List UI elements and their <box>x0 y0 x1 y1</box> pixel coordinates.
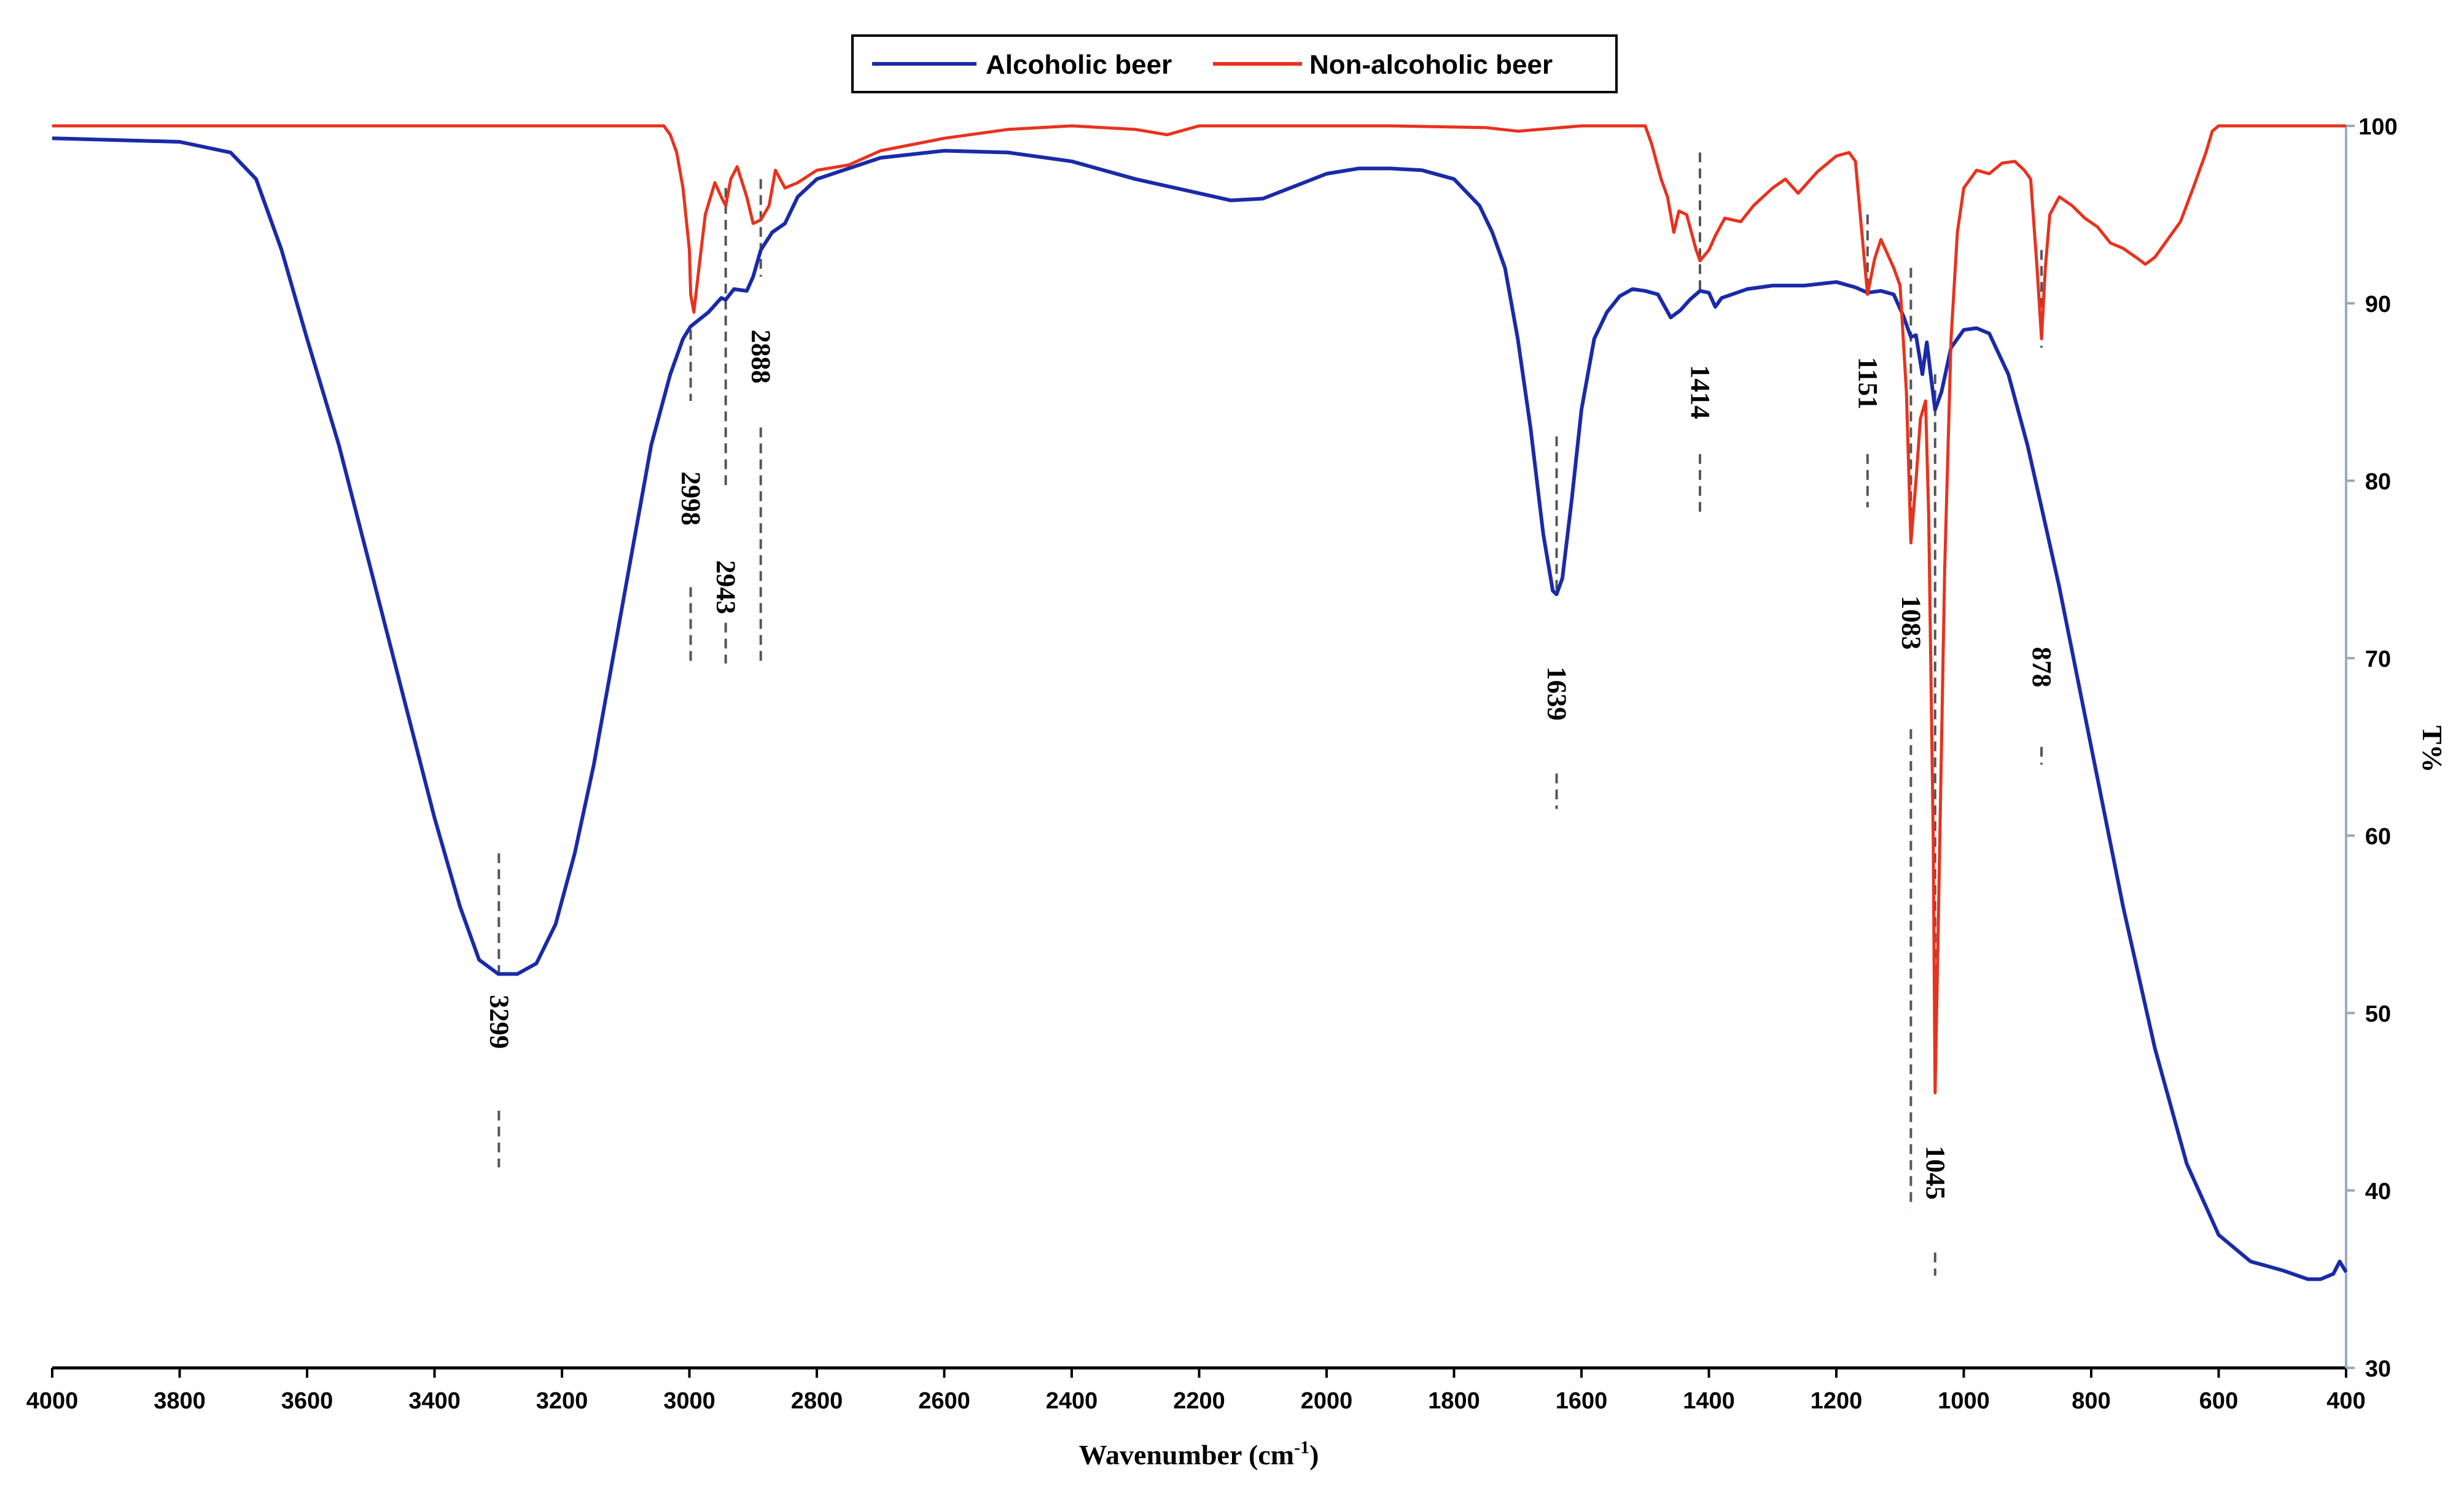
y-axis-ticks: 30 40 50 60 70 80 90 100 <box>2346 114 2398 1382</box>
x-tick-label: 3000 <box>663 1388 715 1414</box>
peak-label-2998: 2998 <box>676 472 706 526</box>
x-tick-label: 2600 <box>918 1388 970 1414</box>
peak-label-2888: 2888 <box>746 330 776 384</box>
x-axis-title-superscript: -1 <box>1294 1437 1309 1458</box>
peak-label-3299: 3299 <box>484 995 514 1049</box>
peak-markers <box>497 152 2043 1276</box>
y-tick-label: 50 <box>2365 1001 2391 1027</box>
x-tick-label: 600 <box>2199 1388 2238 1414</box>
y-tick-label: 70 <box>2365 646 2391 672</box>
x-tick-label: 1200 <box>1811 1388 1863 1414</box>
x-tick-label: 2800 <box>791 1388 843 1414</box>
x-tick-label: 4000 <box>26 1388 79 1414</box>
x-axis-ticks: 4000 3800 3600 3400 3200 3000 2800 2600 2400 2200… <box>26 1368 2366 1414</box>
y-tick-label: 90 <box>2365 292 2391 317</box>
series-line-non-alcoholic-beer <box>52 124 2346 1095</box>
legend: Alcoholic beer Non-alcoholic beer <box>851 34 1618 93</box>
x-tick-label: 1000 <box>1938 1388 1990 1414</box>
x-tick-label: 800 <box>2072 1388 2110 1414</box>
y-axis-title: T% <box>2417 726 2448 773</box>
legend-label-non-alcoholic-beer: Non-alcoholic beer <box>1309 50 1553 80</box>
x-tick-label: 1400 <box>1683 1388 1735 1414</box>
peak-label-878: 878 <box>2027 647 2057 688</box>
peak-label-1151: 1151 <box>1853 357 1883 410</box>
x-tick-label: 400 <box>2326 1388 2365 1414</box>
peak-label-1045: 1045 <box>1920 1146 1951 1200</box>
y-tick-label: 30 <box>2365 1356 2391 1382</box>
x-axis-title-close: ) <box>1309 1439 1319 1470</box>
series-line-alcoholic-beer <box>52 136 2348 1281</box>
y-tick-label: 100 <box>2358 114 2397 140</box>
x-tick-label: 3800 <box>154 1388 206 1414</box>
x-axis-title-main: Wavenumber (cm <box>1079 1439 1295 1470</box>
x-tick-label: 1600 <box>1556 1388 1608 1414</box>
x-tick-label: 1800 <box>1428 1388 1480 1414</box>
y-tick-label: 60 <box>2365 824 2391 850</box>
x-tick-label: 2400 <box>1046 1388 1098 1414</box>
peak-label-1083: 1083 <box>1896 596 1926 650</box>
y-tick-label: 40 <box>2365 1179 2391 1205</box>
x-tick-label: 3200 <box>536 1388 588 1414</box>
x-tick-label: 2000 <box>1301 1388 1353 1414</box>
peak-label-1639: 1639 <box>1542 667 1572 721</box>
y-tick-label: 80 <box>2365 469 2391 495</box>
legend-label-alcoholic-beer: Alcoholic beer <box>986 50 1172 80</box>
peak-label-2943: 2943 <box>711 560 741 614</box>
x-tick-label: 3400 <box>408 1388 461 1414</box>
x-tick-label: 3600 <box>281 1388 333 1414</box>
x-axis-title: Wavenumber (cm-1) <box>1079 1437 1319 1470</box>
peak-labels: 3299 2998 2943 2888 1639 1414 1151 1083 1045 878 <box>484 330 2057 1200</box>
x-tick-label: 2200 <box>1173 1388 1225 1414</box>
peak-label-1414: 1414 <box>1685 365 1715 419</box>
